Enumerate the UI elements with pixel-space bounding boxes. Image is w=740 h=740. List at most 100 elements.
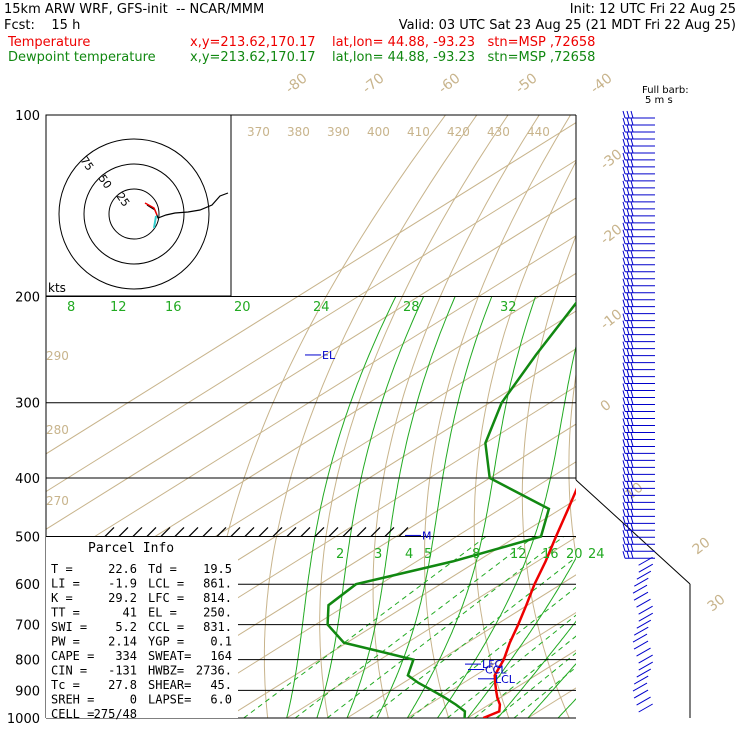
wind-barb-flag (630, 544, 634, 552)
wind-barb-flag (626, 257, 630, 265)
parcel-info-value: 164 (210, 649, 232, 663)
right-axis-bevel (575, 479, 691, 585)
parcel-info-key: K = (51, 591, 73, 605)
mixing-ratio-line (243, 536, 487, 718)
wind-barb-flag (626, 250, 630, 258)
wind-barb-flag (626, 271, 630, 279)
wind-barb-flag (626, 208, 630, 216)
wind-barb-flag (630, 411, 634, 419)
isotherm-label: -70 (360, 70, 388, 97)
wind-barb-flag (622, 229, 626, 237)
isotherm-line (286, 536, 576, 718)
dewpoint-profile (326, 301, 576, 718)
parcel-info-key: LCL = (148, 577, 184, 591)
wind-barb-flag (630, 145, 634, 154)
wind-barb-flag (622, 502, 626, 510)
wind-barb-flag (630, 348, 634, 356)
wind-barb-flag (626, 432, 630, 440)
wind-barb-flag (622, 271, 626, 279)
grid-layer (46, 115, 740, 718)
wind-barb-flag (626, 166, 630, 175)
isotherm-label: -40 (588, 70, 616, 97)
parcel-info-value: -131 (108, 664, 137, 678)
wind-barb-flag (622, 292, 626, 300)
parcel-info-value: 250. (203, 606, 232, 620)
wind-barb-flag (630, 376, 634, 384)
wind-barb-flag (622, 551, 626, 559)
wind-barb (638, 556, 653, 566)
wind-barb-flag (622, 411, 626, 419)
wind-barb-flag (622, 110, 626, 119)
wind-barb-flag (626, 376, 630, 384)
wind-barb-flag (630, 537, 634, 545)
parcel-info-key: TT = (51, 606, 80, 620)
wind-barb (636, 598, 651, 608)
hodograph-ring (108, 188, 160, 240)
mixing-ratio-line (369, 556, 576, 718)
dewpoint-legend-info: x,y=213.62,170.17 lat,lon= 44.88, -93.23… (190, 50, 596, 65)
wind-barb-flag (626, 383, 630, 391)
hatch-mark (300, 527, 311, 537)
hatch-mark (230, 527, 241, 537)
wind-barb-flag (622, 320, 626, 328)
parcel-info-key: SHEAR= (148, 678, 191, 692)
wind-barb-flag (622, 418, 626, 426)
moist-adiabat-line (437, 344, 576, 718)
wind-barb-flag (622, 117, 626, 126)
wind-barb-flag (626, 509, 630, 517)
moist-adiabat-line (497, 620, 576, 718)
wind-barb-flag (626, 446, 630, 454)
wind-barb-flag (622, 243, 626, 251)
parcel-info-value: 27.8 (108, 678, 137, 692)
dry-adiabat-line (700, 115, 740, 718)
wind-barb-flag (630, 523, 634, 531)
wind-barb-flag (626, 285, 630, 293)
wind-barb-flag (622, 404, 626, 412)
wind-barb-flag (622, 481, 626, 489)
wind-barb-flag (622, 334, 626, 342)
mixing-ratio-line (410, 586, 576, 718)
isotherm-line (709, 115, 740, 718)
wind-barb-flag (630, 467, 634, 475)
dewpoint-legend-label: Dewpoint temperature (8, 50, 156, 65)
parcel-info-box: Parcel Info T = 22.6 Td = 19.5 LI = -1.9 LCL = 8… (46, 537, 238, 721)
theta-label: 410 (407, 125, 430, 139)
wind-barb-flag (630, 425, 634, 433)
mixing-ratio-label: 24 (588, 547, 605, 562)
pressure-tick-label: 200 (15, 291, 40, 306)
hatch-mark (118, 527, 129, 537)
wind-barb-flag (626, 327, 630, 335)
wind-barb-flag (626, 159, 630, 168)
parcel-info-value: 275/48 (94, 707, 137, 721)
parcel-info-value: 41 (123, 606, 137, 620)
wind-barb-flag (622, 446, 626, 454)
wind-barb-flag (626, 397, 630, 405)
wind-barb-flag (626, 131, 630, 140)
hatch-mark (160, 527, 171, 537)
mixing-ratio-line (294, 536, 535, 718)
wind-barb-flag (622, 453, 626, 461)
wind-barb-flag (626, 117, 630, 126)
moist-adiabat-line (286, 296, 397, 718)
dry-adiabat-line (521, 234, 576, 718)
hatch-mark (216, 527, 227, 537)
wind-barb (633, 675, 649, 685)
wind-barb (633, 626, 649, 636)
wind-barb-flag (622, 306, 626, 314)
wind-barb-flag (630, 495, 634, 503)
theta-label: 420 (447, 125, 470, 139)
mixing-ratio-label: 20 (234, 300, 251, 315)
parcel-info-key: LFC = (148, 591, 184, 605)
hatch-mark (272, 527, 283, 537)
hodograph-low-trace (144, 202, 158, 216)
hatch-mark (286, 527, 297, 537)
pressure-tick-label: 800 (15, 654, 40, 669)
parcel-info-value: 814. (203, 591, 232, 605)
wind-barb-flag (630, 187, 634, 196)
dry-adiabat-line (658, 115, 740, 718)
wind-barb (632, 682, 648, 692)
mixing-ratio-label: 8 (472, 547, 480, 562)
wind-barb-flag (622, 180, 626, 189)
theta-label: 440 (527, 125, 550, 139)
mixing-ratio-label: 24 (313, 300, 330, 315)
